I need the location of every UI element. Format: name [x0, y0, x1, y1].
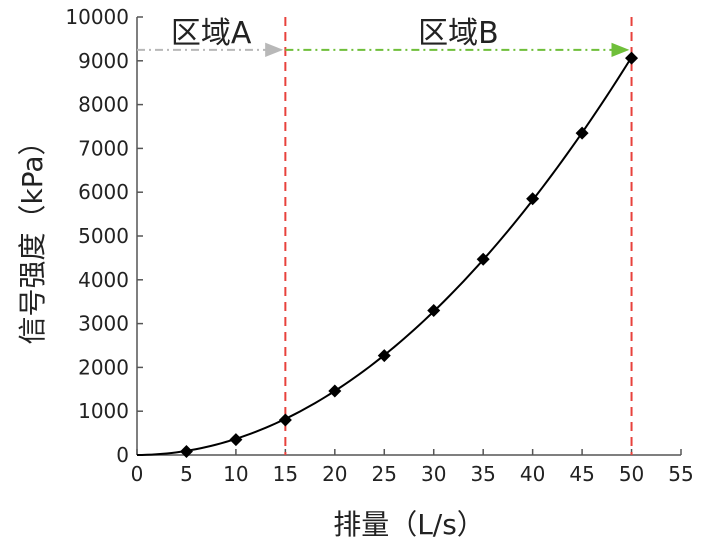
x-tick-label: 50	[619, 462, 644, 486]
plot-area: 0 5 10 15 20 25 30 35 40 45 50 55 0 1000 2000 3000 4000…	[65, 5, 693, 486]
y-ticks: 0 1000 2000 3000 4000 5000 6000 7000 8000 9000 100…	[65, 5, 143, 467]
x-tick-label: 20	[322, 462, 347, 486]
y-tick-label: 10000	[65, 5, 129, 29]
y-tick-label: 5000	[78, 224, 129, 248]
data-point-diamond	[476, 252, 490, 266]
data-point-diamond	[526, 192, 540, 206]
x-tick-label: 10	[223, 462, 248, 486]
y-tick-label: 0	[116, 443, 129, 467]
x-tick-label: 25	[372, 462, 397, 486]
y-axis: 0 1000 2000 3000 4000 5000 6000 7000 8000 9000 100…	[65, 5, 143, 467]
data-point-diamond	[278, 413, 292, 427]
x-ticks: 0 5 10 15 20 25 30 35 40 45 50 55	[131, 449, 694, 486]
data-point-diamond	[179, 444, 193, 458]
x-tick-label: 30	[421, 462, 446, 486]
x-axis: 0 5 10 15 20 25 30 35 40 45 50 55	[131, 449, 694, 486]
data-point-diamond	[377, 349, 391, 363]
x-tick-label: 40	[520, 462, 545, 486]
y-tick-label: 7000	[78, 136, 129, 160]
y-tick-label: 6000	[78, 180, 129, 204]
y-tick-label: 2000	[78, 355, 129, 379]
data-point-diamond	[427, 303, 441, 317]
region-label: 区域B	[418, 16, 499, 51]
y-tick-label: 8000	[78, 93, 129, 117]
series-markers	[179, 51, 639, 458]
x-tick-label: 5	[180, 462, 193, 486]
region-label: 区域A	[171, 16, 252, 51]
y-tick-label: 1000	[78, 399, 129, 423]
data-point-diamond	[575, 126, 589, 140]
y-tick-label: 4000	[78, 268, 129, 292]
y-axis-title: 信号强度（kPa）	[16, 127, 49, 344]
x-tick-label: 15	[273, 462, 298, 486]
x-tick-label: 55	[668, 462, 693, 486]
data-point-diamond	[229, 433, 243, 447]
x-tick-label: 45	[569, 462, 594, 486]
y-tick-label: 3000	[78, 312, 129, 336]
data-point-diamond	[625, 51, 639, 65]
series-fit-curve	[136, 56, 633, 456]
x-tick-label: 35	[470, 462, 495, 486]
annotations: 区域A 区域B	[137, 16, 633, 455]
data-point-diamond	[328, 384, 342, 398]
y-tick-label: 9000	[78, 49, 129, 73]
x-axis-title: 排量（L/s）	[333, 508, 485, 541]
x-tick-label: 0	[131, 462, 144, 486]
